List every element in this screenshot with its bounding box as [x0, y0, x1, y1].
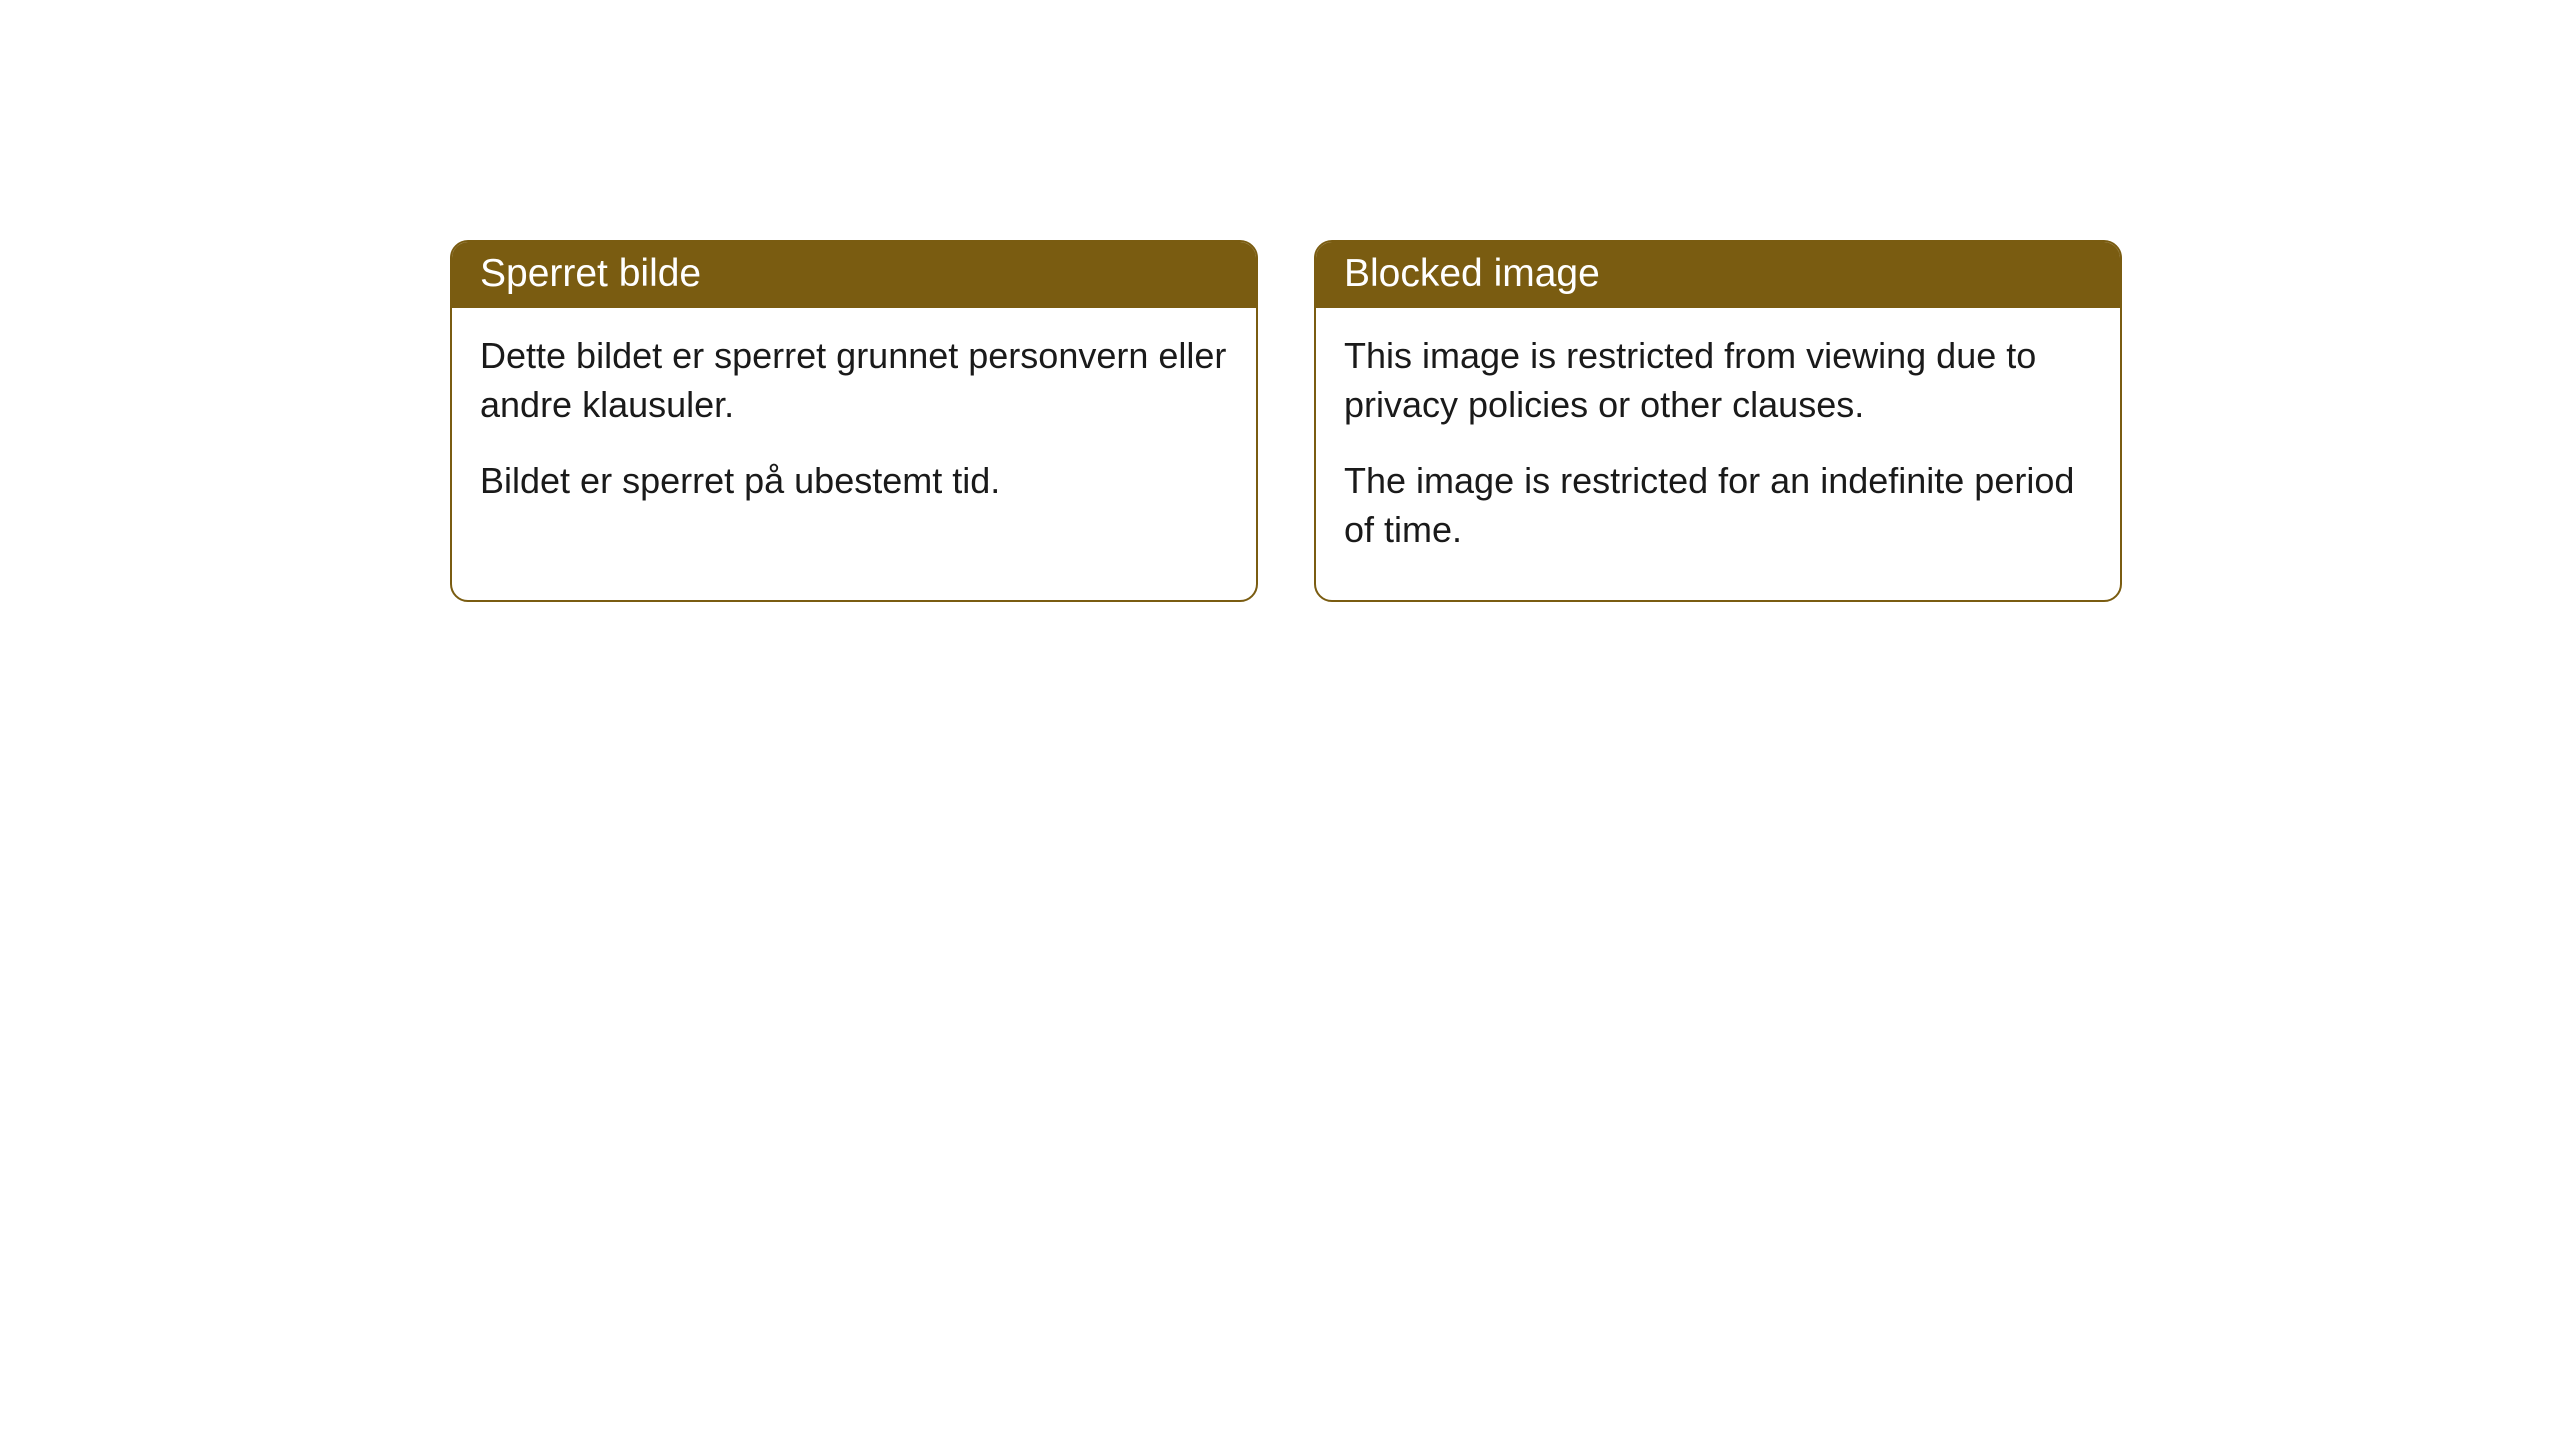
card-text-english-2: The image is restricted for an indefinit… [1344, 457, 2092, 554]
blocked-image-card-norwegian: Sperret bilde Dette bildet er sperret gr… [450, 240, 1258, 602]
card-body-english: This image is restricted from viewing du… [1316, 308, 2120, 600]
blocked-image-card-english: Blocked image This image is restricted f… [1314, 240, 2122, 602]
card-text-norwegian-1: Dette bildet er sperret grunnet personve… [480, 332, 1228, 429]
card-body-norwegian: Dette bildet er sperret grunnet personve… [452, 308, 1256, 552]
notice-container: Sperret bilde Dette bildet er sperret gr… [0, 0, 2560, 602]
card-text-english-1: This image is restricted from viewing du… [1344, 332, 2092, 429]
card-text-norwegian-2: Bildet er sperret på ubestemt tid. [480, 457, 1228, 506]
card-header-norwegian: Sperret bilde [452, 242, 1256, 308]
card-header-english: Blocked image [1316, 242, 2120, 308]
